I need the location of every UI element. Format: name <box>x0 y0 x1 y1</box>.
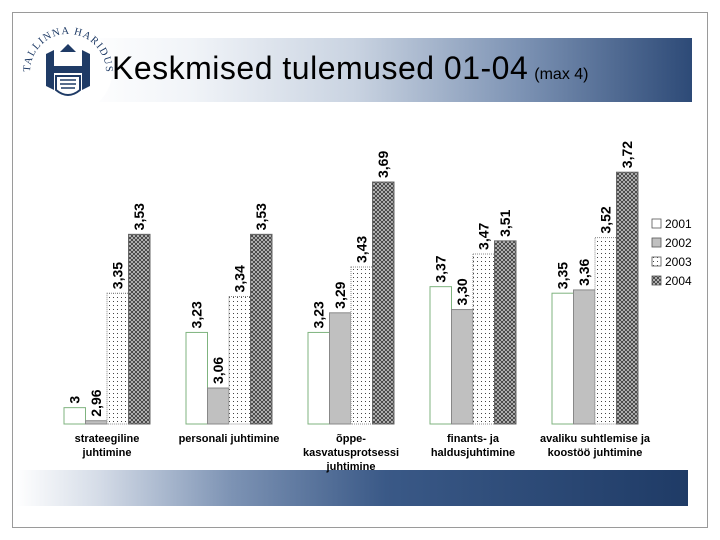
value-label: 3,34 <box>232 265 248 292</box>
bar-2002-0 <box>85 420 108 425</box>
category-label: strateegiline <box>75 433 140 445</box>
category-label: finants- ja <box>447 433 500 445</box>
legend-swatch-2004 <box>651 275 662 286</box>
value-label: 3,35 <box>110 262 126 289</box>
legend-label-2002: 2002 <box>665 236 692 250</box>
category-label: juhtimine <box>326 461 376 473</box>
title-main: Keskmised tulemused 01-04 <box>112 50 529 86</box>
title-subtitle: (max 4) <box>534 66 589 83</box>
footer-band <box>16 470 688 506</box>
title-band <box>80 38 692 102</box>
category-label: personali juhtimine <box>179 433 280 445</box>
bar-2003-1 <box>228 295 251 425</box>
category-label: kasvatusprotsessi <box>303 447 399 459</box>
value-label: 3,30 <box>454 278 470 305</box>
bar-2002-4 <box>573 289 596 425</box>
legend-swatch-2001 <box>651 218 662 229</box>
value-label: 3,36 <box>576 258 592 285</box>
bar-2002-3 <box>451 309 474 425</box>
bar-2004-0 <box>128 233 151 425</box>
value-label: 3,37 <box>433 255 449 282</box>
bar-2001-2 <box>307 331 330 425</box>
category-label: avaliku suhtlemise ja <box>540 433 651 445</box>
bar-2001-3 <box>429 286 452 425</box>
bar-2001-4 <box>551 292 574 425</box>
legend: 2001 2002 2003 2004 <box>651 217 692 288</box>
value-label: 3,69 <box>375 151 391 178</box>
value-label: 3,06 <box>210 357 226 384</box>
bar-2003-4 <box>594 237 617 425</box>
value-label: 3,51 <box>497 209 513 236</box>
bar-2004-3 <box>494 240 517 425</box>
bar-2002-2 <box>329 312 352 425</box>
value-label: 3,23 <box>311 301 327 328</box>
value-label: 3,52 <box>598 206 614 233</box>
value-label: 2,96 <box>88 389 104 416</box>
value-label: 3,23 <box>189 301 205 328</box>
value-label: 3,29 <box>332 281 348 308</box>
legend-label-2004: 2004 <box>665 274 692 288</box>
category-label: õppe- <box>336 433 366 445</box>
bar-2003-0 <box>106 292 129 425</box>
legend-swatch-2003 <box>651 256 662 267</box>
legend-swatch-2002 <box>651 237 662 248</box>
value-label: 3,43 <box>354 236 370 263</box>
bar-2003-2 <box>350 266 373 425</box>
value-labels-layer: 3 3,23 3,23 3,37 3,35 2,96 3,06 3,29 3,30 3,36 3,3… <box>67 141 636 417</box>
bar-2001-1 <box>185 331 208 425</box>
category-label: koostöö juhtimine <box>548 447 643 459</box>
value-label: 3,72 <box>619 141 635 168</box>
value-label: 3,35 <box>555 262 571 289</box>
value-label: 3,53 <box>253 203 269 230</box>
bar-2002-1 <box>207 387 230 425</box>
bars-layer <box>63 171 639 425</box>
bar-2001-0 <box>63 407 86 425</box>
value-label: 3,47 <box>476 222 492 249</box>
value-label: 3,53 <box>131 203 147 230</box>
category-labels-layer: strateegiline juhtimine personali juhtimin… <box>75 433 651 473</box>
bar-2004-4 <box>616 171 639 425</box>
slide-title: Keskmised tulemused 01-04 (max 4) <box>112 50 589 87</box>
tallinna-haridusamet-logo: TALLINNA HARIDUSAMET <box>20 20 113 115</box>
value-label: 3 <box>67 396 83 404</box>
bar-2004-1 <box>250 233 273 425</box>
category-label: haldusjuhtimine <box>431 447 515 459</box>
bar-2003-3 <box>472 253 495 425</box>
legend-label-2003: 2003 <box>665 255 692 269</box>
bar-2004-2 <box>372 181 395 425</box>
category-label: juhtimine <box>82 447 132 459</box>
legend-label-2001: 2001 <box>665 217 692 231</box>
